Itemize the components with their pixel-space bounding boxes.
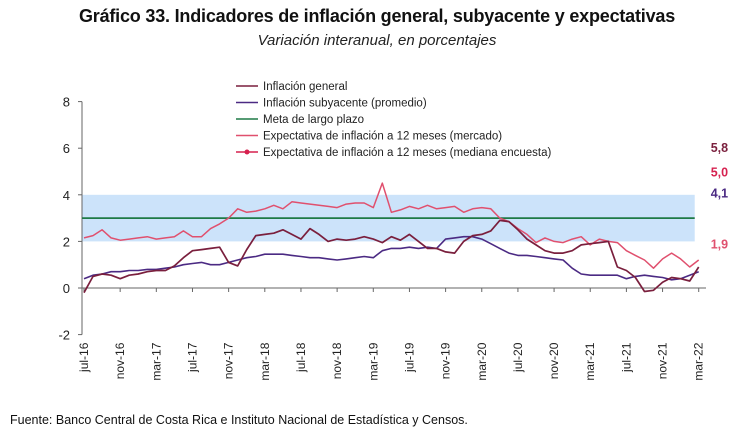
x-tick-label: mar-22 xyxy=(692,342,706,380)
legend-label: Inflación general xyxy=(263,81,347,93)
x-tick-label: nov-20 xyxy=(547,342,561,379)
series-expectativa-mercado xyxy=(83,182,700,269)
x-tick-label: mar-20 xyxy=(475,342,489,380)
series-inflacion-general xyxy=(83,219,700,294)
end-label: 5,0 xyxy=(711,166,728,180)
x-tick-label: mar-17 xyxy=(149,342,163,380)
x-tick-label: mar-19 xyxy=(366,342,380,380)
chart-subtitle: Variación interanual, en porcentajes xyxy=(257,32,497,49)
x-tick-label: nov-16 xyxy=(113,342,127,379)
x-tick-label: jul-17 xyxy=(185,342,199,373)
end-label: 5,8 xyxy=(711,141,728,155)
legend-label: Expectativa de inflación a 12 meses (med… xyxy=(263,147,551,159)
y-tick-label: 2 xyxy=(63,234,70,249)
y-tick-label: 4 xyxy=(63,188,70,203)
end-label: 4,1 xyxy=(711,186,728,200)
x-tick-label: jul-16 xyxy=(77,342,91,373)
y-tick-label: 8 xyxy=(63,95,70,110)
x-tick-label: mar-21 xyxy=(583,342,597,380)
source-note: Fuente: Banco Central de Costa Rica e In… xyxy=(10,413,468,427)
legend-label: Inflación subyacente (promedio) xyxy=(263,98,427,110)
x-tick-label: jul-19 xyxy=(402,342,416,373)
legend-marker xyxy=(244,149,250,155)
series-inflacion-subyacente xyxy=(83,235,699,281)
legend-label: Expectativa de inflación a 12 meses (mer… xyxy=(263,131,502,143)
x-tick-label: nov-17 xyxy=(222,342,236,379)
chart-title: Gráfico 33. Indicadores de inflación gen… xyxy=(0,6,754,27)
x-tick-label: mar-18 xyxy=(258,342,272,380)
chart-title-text: Indicadores de inflación general, subyac… xyxy=(174,6,676,26)
end-label: 1,9 xyxy=(711,238,728,252)
x-tick-label: jul-20 xyxy=(511,342,525,373)
x-tick-label: nov-21 xyxy=(656,342,670,379)
legend-label: Meta de largo plazo xyxy=(263,114,364,126)
x-tick-label: nov-18 xyxy=(330,342,344,379)
y-tick-label: 6 xyxy=(63,141,70,156)
chart-title-prefix: Gráfico 33. xyxy=(78,6,170,26)
x-tick-label: jul-18 xyxy=(294,342,308,373)
y-tick-label: 0 xyxy=(63,281,70,296)
x-tick-label: nov-19 xyxy=(439,342,453,379)
y-tick-label: -2 xyxy=(58,328,70,343)
x-tick-label: jul-21 xyxy=(619,342,633,373)
